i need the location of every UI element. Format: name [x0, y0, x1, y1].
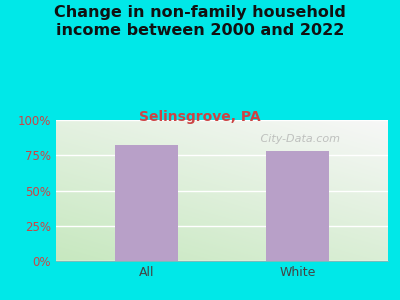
Bar: [266, 151, 329, 261]
Bar: [115, 146, 178, 261]
Text: City-Data.com: City-Data.com: [250, 134, 340, 144]
Text: Change in non-family household
income between 2000 and 2022: Change in non-family household income be…: [54, 4, 346, 38]
Text: Selinsgrove, PA: Selinsgrove, PA: [139, 110, 261, 124]
